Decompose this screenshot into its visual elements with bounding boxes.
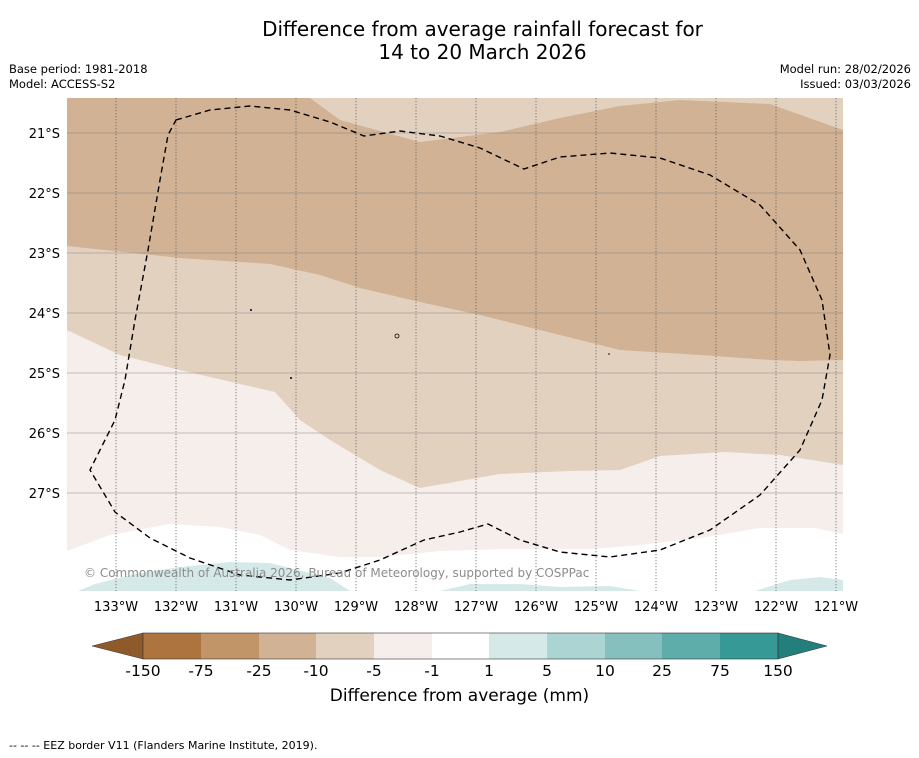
colorbar-tick: -25 (246, 662, 271, 680)
dry-light-region (67, 98, 843, 361)
lat-label: 25°S (29, 367, 60, 382)
model-run: Model run: 28/02/2026 (779, 62, 911, 76)
lon-label: 123°W (694, 600, 738, 615)
colorbar-tick: 1 (484, 662, 494, 680)
colorbar-tick: -75 (188, 662, 213, 680)
lon-label: 126°W (514, 600, 558, 615)
base-period: Base period: 1981-2018 (9, 62, 148, 76)
colorbar-tick: 75 (710, 662, 730, 680)
colorbar-axis-label: Difference from average (mm) (329, 686, 590, 706)
colorbar-segment (259, 633, 316, 659)
island-marker (608, 353, 610, 355)
colorbar-tick: -10 (303, 662, 328, 680)
colorbar-tick: -150 (125, 662, 160, 680)
metadata-right: Model run: 28/02/2026 Issued: 03/03/2026 (780, 62, 911, 92)
colorbar-tick: -1 (424, 662, 439, 680)
colorbar-segment (605, 633, 662, 659)
lat-label: 22°S (29, 187, 60, 202)
colorbar-segment (374, 633, 432, 659)
latitude-labels: 21°S 22°S 23°S 24°S 25°S 26°S 27°S (29, 127, 60, 502)
colorbar-tick: 10 (595, 662, 615, 680)
colorbar-tick: 25 (652, 662, 672, 680)
colorbar (91, 632, 828, 660)
lon-label: 127°W (454, 600, 498, 615)
colorbar-segment (143, 633, 201, 659)
colorbar-segment (720, 633, 778, 659)
lon-label: 133°W (94, 600, 138, 615)
lat-label: 26°S (29, 427, 60, 442)
lon-label: 130°W (274, 600, 318, 615)
island-marker (290, 377, 292, 379)
lon-label: 124°W (634, 600, 678, 615)
lat-label: 24°S (29, 307, 60, 322)
issued-date: Issued: 03/03/2026 (800, 77, 911, 91)
colorbar-tick: -5 (366, 662, 381, 680)
colorbar-outline (142, 632, 779, 660)
lon-label: 125°W (574, 600, 618, 615)
model-name: Model: ACCESS-S2 (9, 77, 116, 91)
wet-faint-region-1 (78, 562, 350, 591)
colorbar-segment (489, 633, 547, 659)
island-marker (250, 309, 252, 311)
colorbar-segment (662, 633, 720, 659)
colorbar-segment (201, 633, 259, 659)
lon-label: 122°W (754, 600, 798, 615)
lon-label: 132°W (154, 600, 198, 615)
colorbar-tick-labels: -150 -75 -25 -10 -5 -1 1 5 10 25 75 150 (125, 662, 792, 680)
lat-label: 23°S (29, 247, 60, 262)
colorbar-tick: 5 (542, 662, 552, 680)
colorbar-low-extend (91, 632, 144, 660)
lon-label: 129°W (334, 600, 378, 615)
map-figure: © Commonwealth of Australia 2026, Bureau… (29, 98, 858, 680)
latitude-gridlines (67, 132, 843, 494)
longitude-gridlines (115, 98, 837, 591)
chart-title: Difference from average rainfall forecas… (0, 18, 919, 64)
lon-label: 128°W (394, 600, 438, 615)
eez-border (89, 105, 831, 581)
lat-label: 21°S (29, 127, 60, 142)
island-marker (394, 333, 400, 339)
colorbar-tick: 150 (763, 662, 793, 680)
colorbar-segment (432, 633, 489, 659)
lat-label: 27°S (29, 487, 60, 502)
lon-label: 131°W (214, 600, 258, 615)
map-area: © Commonwealth of Australia 2026, Bureau… (67, 98, 843, 591)
copyright-text: © Commonwealth of Australia 2026, Bureau… (84, 566, 589, 580)
metadata-left: Base period: 1981-2018 Model: ACCESS-S2 (9, 62, 148, 92)
colorbar-segment (547, 633, 605, 659)
wet-faint-region-3 (755, 577, 843, 591)
longitude-labels: 133°W 132°W 131°W 130°W 129°W 128°W 127°… (94, 600, 858, 615)
lon-label: 121°W (814, 600, 858, 615)
title-line-2: 14 to 20 March 2026 (378, 40, 587, 64)
colorbar-high-extend (777, 632, 828, 660)
eez-footnote: -- -- -- EEZ border V11 (Flanders Marine… (9, 739, 318, 752)
wet-faint-region-2 (440, 584, 640, 591)
colorbar-segment (316, 633, 374, 659)
title-line-1: Difference from average rainfall forecas… (262, 17, 703, 41)
